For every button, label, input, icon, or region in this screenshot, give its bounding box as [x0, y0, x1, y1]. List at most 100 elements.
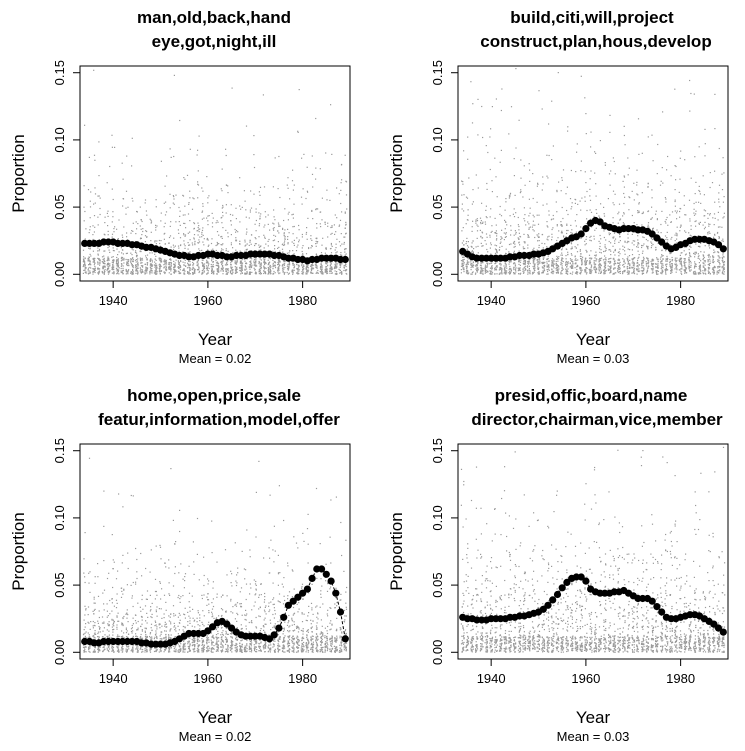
y-tick-label: 0.05	[52, 194, 67, 219]
y-axis-label: Proportion	[9, 134, 28, 212]
panel-subtitle: eye,got,night,ill	[152, 32, 277, 51]
plot-frame	[457, 443, 729, 660]
mean-caption: Mean = 0.02	[179, 729, 252, 744]
mean-caption: Mean = 0.03	[557, 351, 630, 366]
panel-subtitle: featur,information,model,offer	[98, 410, 340, 429]
x-tick-label: 1960	[571, 293, 600, 308]
mean-point	[719, 245, 727, 253]
y-tick-label: 0.15	[52, 60, 67, 85]
mean-point	[275, 624, 283, 632]
y-tick-label: 0.15	[430, 60, 445, 85]
mean-point	[658, 238, 666, 246]
mean-point	[284, 601, 292, 609]
mean-point	[710, 620, 718, 628]
panel-subtitle: director,chairman,vice,member	[471, 410, 723, 429]
y-tick-label: 0.15	[430, 438, 445, 463]
y-tick-label: 0.10	[52, 505, 67, 530]
x-tick-label: 1980	[288, 671, 317, 686]
mean-point	[577, 230, 585, 238]
mean-point	[299, 589, 307, 597]
plot-frame	[457, 65, 729, 282]
mean-point	[648, 230, 656, 238]
mean-point	[332, 589, 340, 597]
x-axis-label: Year	[198, 330, 233, 349]
y-tick-label: 0.00	[430, 640, 445, 665]
y-tick-label: 0.00	[52, 262, 67, 287]
y-tick-label: 0.10	[430, 127, 445, 152]
panel-2: build,citi,will,project construct,plan,h…	[387, 8, 729, 366]
mean-point	[719, 628, 727, 636]
mean-point	[539, 605, 547, 613]
mean-point	[582, 577, 590, 585]
mean-point	[549, 596, 557, 604]
mean-point	[270, 631, 278, 639]
x-tick-label: 1980	[288, 293, 317, 308]
mean-point	[327, 577, 335, 585]
mean-point	[289, 597, 297, 605]
x-tick-label: 1960	[193, 293, 222, 308]
mean-caption: Mean = 0.02	[179, 351, 252, 366]
mean-line	[462, 219, 724, 259]
mean-point	[563, 578, 571, 587]
x-tick-label: 1940	[477, 671, 506, 686]
mean-point	[294, 593, 302, 601]
y-tick-label: 0.10	[52, 127, 67, 152]
y-tick-label: 0.00	[52, 640, 67, 665]
y-tick-label: 0.05	[430, 194, 445, 219]
mean-point	[544, 601, 552, 609]
mean-point	[265, 635, 274, 643]
x-axis-label: Year	[198, 708, 233, 727]
y-tick-label: 0.00	[430, 262, 445, 287]
mean-point	[223, 620, 231, 628]
x-axis-label: Year	[576, 708, 611, 727]
mean-line	[462, 576, 724, 633]
panel-4: presid,offic,board,name director,chairma…	[387, 386, 729, 744]
y-tick-label: 0.05	[430, 572, 445, 597]
x-tick-label: 1940	[99, 293, 128, 308]
mean-point	[322, 570, 330, 578]
x-tick-label: 1940	[477, 293, 506, 308]
mean-point	[336, 608, 345, 616]
mean-point	[228, 624, 236, 632]
panel-3: home,open,price,sale featur,information,…	[9, 386, 351, 744]
mean-point	[648, 597, 656, 605]
x-tick-label: 1940	[99, 671, 128, 686]
panel-1: man,old,back,hand eye,got,night,ill 1940…	[9, 8, 351, 366]
y-axis-label: Proportion	[387, 512, 406, 590]
mean-point	[553, 590, 562, 599]
panel-title: presid,offic,board,name	[495, 386, 688, 405]
panel-title: man,old,back,hand	[137, 8, 291, 27]
panel-subtitle: construct,plan,hous,develop	[480, 32, 711, 51]
x-tick-label: 1960	[193, 671, 222, 686]
panel-title: home,open,price,sale	[127, 386, 301, 405]
mean-point	[582, 225, 590, 233]
x-axis-label: Year	[576, 330, 611, 349]
plot-frame	[79, 443, 351, 660]
y-tick-label: 0.10	[430, 505, 445, 530]
mean-point	[653, 234, 661, 242]
mean-point	[341, 635, 349, 643]
panel-title: build,citi,will,project	[510, 8, 674, 27]
mean-point	[303, 585, 311, 593]
mean-point	[318, 565, 326, 573]
mean-point	[204, 627, 212, 635]
x-tick-label: 1980	[666, 293, 695, 308]
mean-point	[653, 603, 661, 611]
mean-caption: Mean = 0.03	[557, 729, 630, 744]
y-axis-label: Proportion	[387, 134, 406, 212]
x-tick-label: 1960	[571, 671, 600, 686]
mean-point	[714, 241, 723, 249]
mean-point	[596, 218, 604, 226]
plot-frame	[79, 65, 351, 282]
y-axis-label: Proportion	[9, 512, 28, 590]
mean-point	[280, 613, 288, 621]
mean-point	[658, 608, 666, 616]
y-tick-label: 0.05	[52, 572, 67, 597]
mean-point	[209, 623, 217, 631]
mean-point	[714, 624, 723, 632]
mean-point	[308, 574, 316, 583]
y-tick-label: 0.15	[52, 438, 67, 463]
mean-point	[577, 573, 585, 581]
x-tick-label: 1980	[666, 671, 695, 686]
